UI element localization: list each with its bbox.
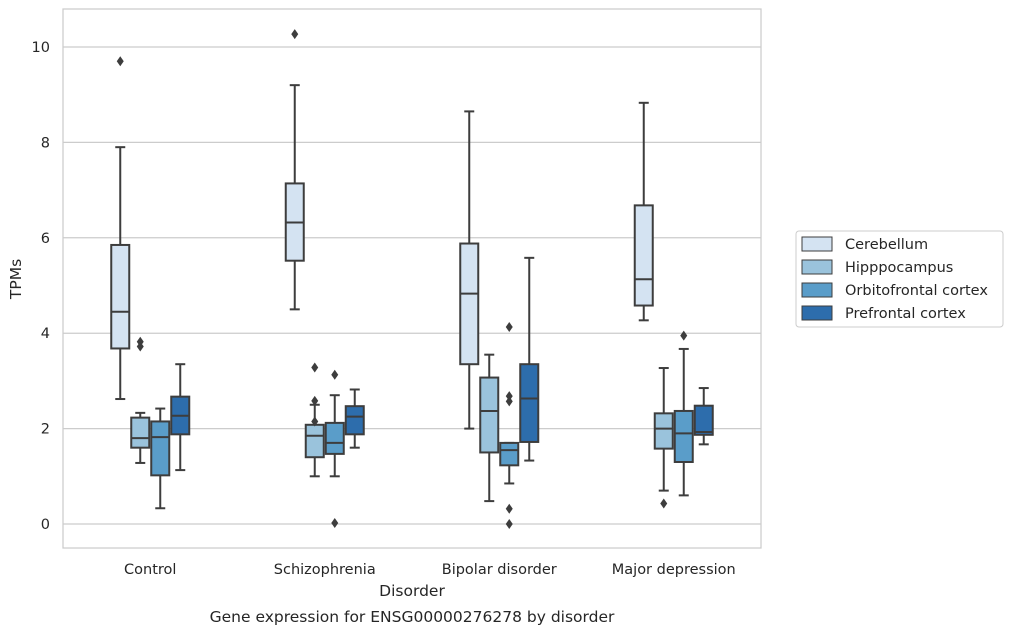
box <box>693 387 714 446</box>
outlier-point <box>505 519 513 529</box>
outlier-point <box>331 518 339 529</box>
box <box>499 321 520 529</box>
box-body <box>304 423 325 459</box>
outlier-point <box>505 396 513 407</box>
box-body <box>110 243 131 350</box>
y-tick-label: 6 <box>41 231 50 247</box>
box-body <box>459 242 480 366</box>
box <box>324 369 345 529</box>
legend-swatch <box>801 282 833 298</box>
outlier-point <box>311 395 319 406</box>
box <box>150 407 171 510</box>
box <box>653 367 674 509</box>
outlier-point <box>505 391 513 402</box>
y-tick-label: 10 <box>32 40 50 56</box>
box <box>459 110 480 430</box>
chart-caption: Gene expression for ENSG00000276278 by d… <box>210 608 615 626</box>
box <box>170 363 191 472</box>
x-tick-labels: Control Schizophrenia Bipolar disorder Majo… <box>124 562 736 578</box>
outlier-point <box>311 362 319 373</box>
outlier-point <box>311 416 319 427</box>
y-tick-label: 0 <box>41 517 50 533</box>
box <box>284 29 305 311</box>
box-body <box>344 405 365 436</box>
box-body <box>479 376 500 454</box>
legend: Cerebellum Hipppocampus Orbitofrontal cort… <box>795 230 1004 328</box>
x-tick-label: Bipolar disorder <box>442 562 557 578</box>
y-tick-label: 8 <box>41 135 50 151</box>
outlier-point <box>116 56 124 67</box>
box <box>110 56 131 401</box>
box-body <box>633 204 654 307</box>
box-groups <box>110 29 714 529</box>
box <box>479 353 500 503</box>
box-body <box>673 409 694 463</box>
legend-frame <box>795 230 1004 328</box>
outlier-point <box>331 369 339 380</box>
box-body <box>150 420 171 477</box>
box <box>130 336 151 464</box>
box <box>304 362 325 478</box>
x-axis-label: Disorder <box>379 582 445 600</box>
x-tick-label: Major depression <box>612 562 736 578</box>
box-body <box>130 416 151 449</box>
legend-swatch <box>801 236 833 252</box>
box-body <box>499 441 520 467</box>
outlier-point <box>505 321 513 332</box>
box <box>519 256 540 462</box>
box-body <box>324 421 345 455</box>
x-tick-label: Schizophrenia <box>274 562 376 578</box>
legend-swatch <box>801 259 833 275</box>
legend-swatch <box>801 305 833 321</box>
legend-label: Hipppocampus <box>845 260 953 276</box>
box-body <box>519 363 540 443</box>
legend-label: Cerebellum <box>845 237 928 253</box>
box <box>633 101 654 322</box>
box-body <box>693 404 714 436</box>
box <box>344 388 365 449</box>
x-tick-label: Control <box>124 562 176 578</box>
legend-label: Prefrontal cortex <box>845 306 966 322</box>
plot-frame <box>62 8 762 549</box>
box <box>673 330 694 497</box>
outlier-point <box>136 341 144 352</box>
y-tick-label: 4 <box>41 326 50 342</box>
y-tick-labels: 0 2 4 6 8 10 <box>32 40 50 533</box>
legend-label: Orbitofrontal cortex <box>845 283 988 299</box>
outlier-point <box>660 498 668 509</box>
outlier-point <box>680 330 688 341</box>
box-body <box>653 412 674 450</box>
outlier-point <box>291 29 299 40</box>
y-axis-label: TPMs <box>7 259 25 300</box>
y-tick-label: 2 <box>41 422 50 438</box>
outlier-point <box>505 503 513 514</box>
